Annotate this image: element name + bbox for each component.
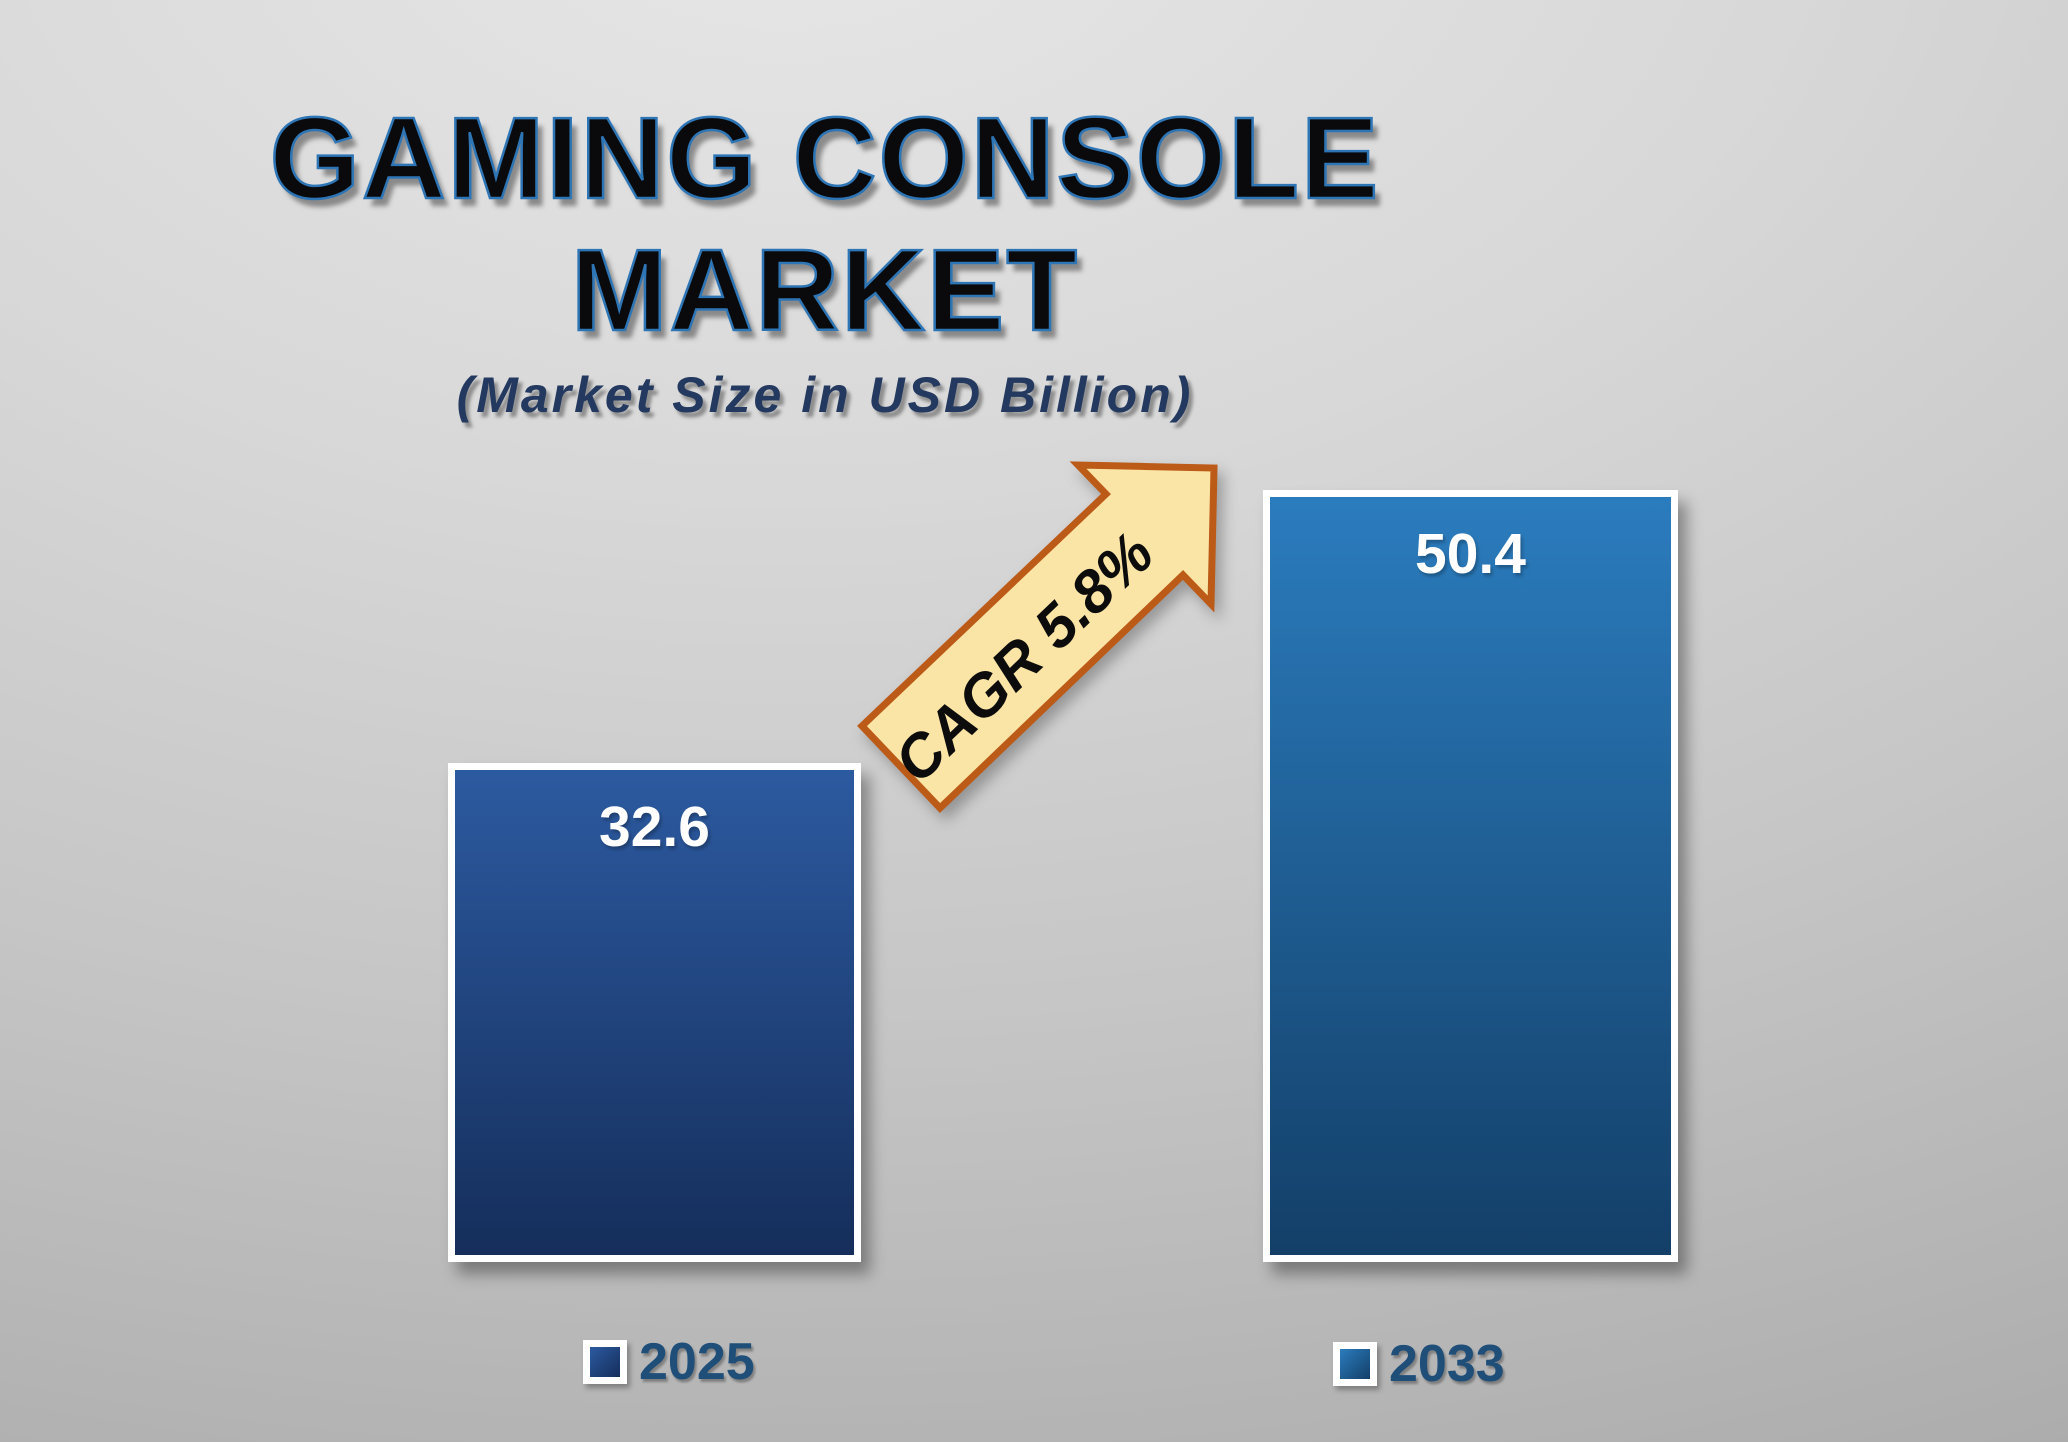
bar-2025: 32.6 — [448, 763, 861, 1262]
title-block: GAMING CONSOLE MARKET (Market Size in US… — [150, 92, 1500, 424]
legend-label-2025: 2025 — [639, 1333, 755, 1391]
legend-item-2025: 2025 — [583, 1332, 755, 1392]
bar-2025-value-label: 32.6 — [599, 795, 710, 859]
chart-title-line2: MARKET — [570, 224, 1080, 357]
legend-swatch-2025 — [583, 1340, 627, 1384]
legend-item-2033: 2033 — [1333, 1334, 1505, 1394]
chart-title-line1: GAMING CONSOLE — [268, 92, 1381, 225]
legend-label-2033: 2033 — [1389, 1335, 1505, 1393]
chart-subtitle: (Market Size in USD Billion) — [456, 367, 1194, 424]
cagr-label: CAGR 5.8% — [881, 519, 1166, 795]
bar-2033-value-label: 50.4 — [1415, 522, 1526, 586]
legend-swatch-2033 — [1333, 1342, 1377, 1386]
bar-2033: 50.4 — [1263, 490, 1678, 1262]
cagr-arrow-shape — [857, 461, 1218, 813]
